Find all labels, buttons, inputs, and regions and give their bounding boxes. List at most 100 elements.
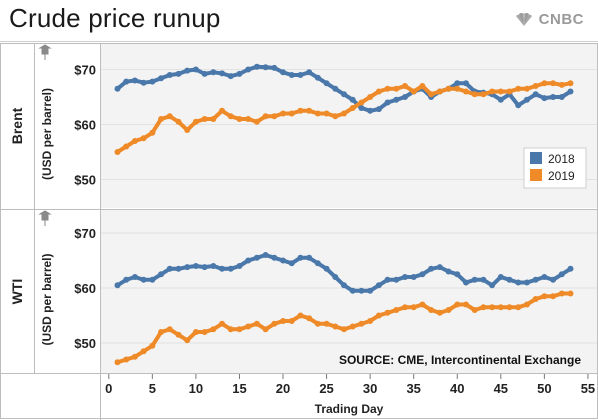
data-point-2018 xyxy=(567,265,574,272)
data-point-2019 xyxy=(323,110,330,117)
data-point-2018 xyxy=(306,69,313,76)
y-tick-label: $60 xyxy=(74,281,96,296)
data-point-2019 xyxy=(140,135,147,142)
data-point-2018 xyxy=(280,257,287,264)
data-point-2018 xyxy=(123,276,130,283)
data-point-2018 xyxy=(550,94,557,100)
data-point-2019 xyxy=(306,315,313,322)
y-tick-label: $70 xyxy=(74,63,96,78)
data-point-2019 xyxy=(306,107,313,114)
data-point-2018 xyxy=(445,268,452,275)
data-point-2018 xyxy=(227,73,234,80)
data-point-2019 xyxy=(297,312,304,319)
data-point-2019 xyxy=(201,116,208,122)
data-point-2019 xyxy=(523,85,530,92)
data-point-2018 xyxy=(550,276,557,283)
data-point-2019 xyxy=(184,127,191,133)
data-point-2019 xyxy=(314,110,321,117)
data-point-2019 xyxy=(445,307,452,313)
data-point-2019 xyxy=(341,110,347,117)
data-point-2018 xyxy=(262,64,269,71)
plot-background xyxy=(101,210,597,373)
data-point-2019 xyxy=(166,326,173,333)
data-point-2019 xyxy=(175,118,182,125)
data-point-2018 xyxy=(515,102,522,109)
pin-icon xyxy=(38,210,52,226)
data-point-2018 xyxy=(166,265,173,272)
data-point-2018 xyxy=(131,274,138,280)
data-point-2019 xyxy=(201,329,208,335)
x-tick-label: 30 xyxy=(363,381,377,396)
data-point-2019 xyxy=(210,116,217,122)
data-point-2019 xyxy=(454,301,461,308)
data-point-2018 xyxy=(419,271,426,278)
x-tick-label: 55 xyxy=(581,381,595,396)
data-point-2019 xyxy=(149,129,156,136)
header: Crude price runup CNBC xyxy=(0,0,598,42)
legend-swatch-2018 xyxy=(530,152,542,164)
data-point-2018 xyxy=(454,80,461,87)
data-point-2018 xyxy=(358,287,365,294)
data-point-2019 xyxy=(419,301,426,308)
data-point-2018 xyxy=(219,265,226,272)
data-point-2018 xyxy=(201,264,208,271)
data-point-2019 xyxy=(445,85,452,92)
data-point-2018 xyxy=(532,276,539,283)
data-point-2018 xyxy=(332,85,339,92)
data-point-2018 xyxy=(341,282,347,289)
cnbc-logo: CNBC xyxy=(513,11,584,28)
data-point-2019 xyxy=(541,80,548,87)
data-point-2019 xyxy=(567,80,574,87)
data-point-2018 xyxy=(158,271,165,278)
data-point-2019 xyxy=(471,307,478,313)
data-point-2018 xyxy=(558,94,565,100)
data-point-2018 xyxy=(297,72,304,78)
data-point-2019 xyxy=(497,88,504,95)
data-point-2018 xyxy=(245,66,252,73)
data-point-2018 xyxy=(192,263,199,269)
x-tick-label: 35 xyxy=(406,381,420,396)
data-point-2018 xyxy=(158,75,165,82)
legend-swatch-2019 xyxy=(530,169,542,181)
data-point-2018 xyxy=(401,94,408,100)
data-point-2018 xyxy=(462,80,469,87)
data-point-2019 xyxy=(419,83,426,89)
data-point-2019 xyxy=(541,293,548,300)
x-tick-label: 10 xyxy=(189,381,203,396)
data-point-2019 xyxy=(506,88,513,95)
data-point-2019 xyxy=(384,309,391,316)
x-tick-label: 15 xyxy=(232,381,246,396)
legend-label-2019: 2019 xyxy=(548,169,575,183)
data-point-2019 xyxy=(532,296,539,302)
source-note: SOURCE: CME, Intercontinental Exchange xyxy=(339,353,581,367)
data-point-2018 xyxy=(489,282,496,289)
data-point-2018 xyxy=(297,254,304,261)
data-point-2018 xyxy=(523,96,530,103)
data-point-2019 xyxy=(314,320,321,327)
legend-label-2018: 2018 xyxy=(548,152,575,166)
y-tick-label: $50 xyxy=(74,173,96,188)
data-point-2019 xyxy=(158,329,165,335)
plot-background xyxy=(101,44,597,208)
data-point-2018 xyxy=(515,279,522,286)
data-point-2018 xyxy=(454,271,461,278)
data-point-2018 xyxy=(341,91,347,98)
data-point-2018 xyxy=(323,80,330,87)
data-point-2018 xyxy=(375,106,382,113)
data-point-2019 xyxy=(341,326,347,333)
data-point-2019 xyxy=(410,88,417,95)
data-point-2018 xyxy=(314,74,321,81)
data-point-2019 xyxy=(436,309,443,316)
data-point-2019 xyxy=(358,99,365,106)
data-point-2019 xyxy=(280,110,287,117)
data-point-2018 xyxy=(166,72,173,78)
data-point-2018 xyxy=(227,265,234,272)
row-label: Brent xyxy=(9,107,25,144)
data-point-2019 xyxy=(219,107,226,114)
data-point-2019 xyxy=(567,290,574,297)
data-point-2019 xyxy=(131,353,138,360)
y-tick-label: $50 xyxy=(74,336,96,351)
data-point-2018 xyxy=(140,79,147,86)
data-point-2019 xyxy=(393,307,400,313)
data-point-2018 xyxy=(384,99,391,106)
